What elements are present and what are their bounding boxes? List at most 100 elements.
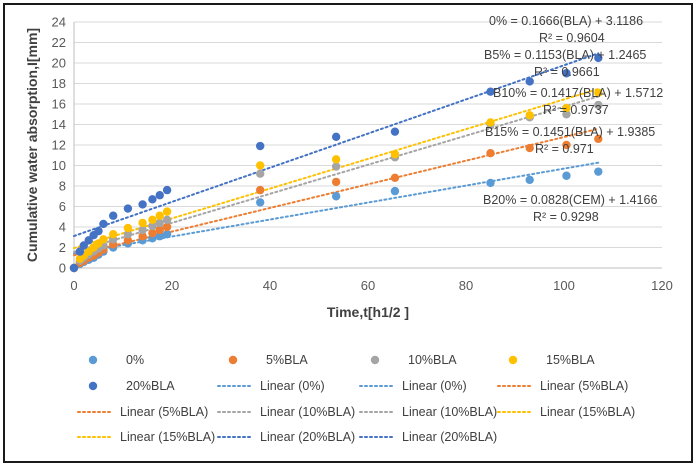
point-s2-15 (331, 177, 341, 187)
point-s5-18 (525, 77, 534, 86)
point-s4-9 (123, 223, 133, 233)
point-s2-9 (123, 236, 133, 245)
point-s1-15 (331, 192, 341, 201)
trend-equation-2: B5% = 0.1153(BLA) + 1.2465 (484, 48, 646, 62)
legend-label-5: 20%BLA (126, 379, 175, 393)
trend-r2-5: R² = 0.9604 (539, 31, 605, 45)
trend-r2-4: R² = 0.971 (535, 142, 594, 156)
point-s4-19 (562, 103, 571, 113)
legend-label-12: Linear (15%BLA) (540, 405, 635, 419)
point-s3-13 (162, 215, 172, 225)
legend-label-8: Linear (5%BLA) (540, 379, 628, 393)
point-s3-20 (594, 100, 603, 110)
point-s4-15 (331, 155, 341, 164)
point-s5-2 (75, 247, 85, 256)
y-tick-label-14: 14 (52, 117, 66, 132)
point-s1-20 (594, 167, 603, 176)
point-s2-20 (594, 134, 603, 144)
point-s5-16 (390, 127, 400, 136)
point-s4-13 (162, 207, 172, 216)
trend-equation-4: B15% = 0.1451(BLA) + 1.9385 (485, 125, 655, 139)
point-s5-12 (155, 191, 164, 200)
x-axis-title: Time,t[h1/2 ] (327, 304, 409, 320)
legend-marker-2 (228, 355, 238, 365)
y-tick-label-12: 12 (52, 138, 66, 153)
trendline-1 (73, 161, 600, 255)
point-s2-17 (486, 149, 495, 158)
y-tick-label-8: 8 (59, 179, 66, 194)
point-s3-14 (256, 169, 265, 178)
y-axis-title: Cumulative water absorption,I[mm] (24, 28, 40, 262)
legend-label-10: Linear (10%BLA) (260, 405, 355, 419)
x-tick-label-80: 80 (459, 278, 473, 293)
point-s5-8 (109, 211, 118, 220)
y-tick-label-10: 10 (52, 158, 66, 173)
point-s3-10 (138, 225, 147, 235)
data-points (69, 53, 603, 273)
y-tick-label-4: 4 (59, 220, 66, 235)
point-s2-19 (562, 140, 571, 150)
legend-label-3: 10%BLA (408, 353, 457, 367)
point-s5-13 (162, 185, 172, 195)
point-s4-12 (155, 211, 164, 220)
point-s1-14 (256, 198, 265, 207)
point-s5-1 (69, 263, 79, 273)
y-tick-label-18: 18 (52, 76, 66, 91)
point-s2-10 (138, 232, 147, 241)
point-s5-6 (94, 226, 103, 236)
point-s4-16 (390, 150, 400, 159)
y-tick-label-16: 16 (52, 97, 66, 112)
point-s4-17 (486, 118, 495, 127)
point-s2-11 (148, 228, 157, 238)
legend-label-9: Linear (5%BLA) (120, 405, 208, 419)
legend-label-1: 0% (126, 353, 144, 367)
x-tick-label-120: 120 (651, 278, 673, 293)
trendline-5 (73, 52, 600, 238)
legend-label-14: Linear (20%BLA) (260, 430, 355, 444)
point-s5-19 (562, 69, 571, 78)
y-tick-label-24: 24 (52, 15, 66, 30)
y-tick-label-6: 6 (59, 199, 66, 214)
legend-label-15: Linear (20%BLA) (402, 430, 497, 444)
legend-marker-3 (370, 355, 380, 365)
point-s4-7 (99, 235, 108, 244)
legend-marker-5 (88, 381, 98, 391)
axes (73, 22, 662, 269)
y-tick-label-22: 22 (52, 35, 66, 50)
trend-equation-5: 0% = 0.1666(BLA) + 3.1186 (489, 14, 643, 28)
point-s5-17 (486, 87, 495, 96)
x-tick-label-60: 60 (361, 278, 375, 293)
point-s4-11 (148, 215, 157, 225)
point-s3-15 (331, 162, 341, 171)
legend: 0% 5%BLA 10%BLA 15%BLA 20%BLA Linear (0%) Line… (77, 353, 635, 444)
legend-label-4: 15%BLA (546, 353, 595, 367)
point-s1-19 (562, 171, 571, 180)
legend-label-7: Linear (0%) (402, 379, 467, 393)
point-s5-20 (594, 53, 603, 63)
point-s5-15 (331, 132, 341, 141)
point-s1-16 (390, 186, 400, 196)
trend-equations: B20% = 0.0828(CEM) + 1.4166 R² = 0.9298 B5… (483, 14, 663, 224)
point-s4-20 (594, 88, 603, 97)
legend-marker-4 (508, 355, 518, 365)
trend-r2-3: R² = 0.9737 (543, 103, 609, 117)
trend-equation-3: B10% = 0.1417(BLA) + 1.5712 (493, 86, 663, 100)
trend-equation-1: B20% = 0.0828(CEM) + 1.4166 (483, 193, 657, 207)
point-s2-14 (256, 185, 265, 195)
point-s2-16 (390, 173, 400, 182)
point-s4-18 (525, 111, 534, 120)
point-s3-11 (148, 221, 157, 231)
legend-label-13: Linear (15%BLA) (120, 430, 215, 444)
point-s4-8 (109, 229, 118, 239)
trend-r2-1: R² = 0.9298 (533, 210, 599, 224)
x-tick-label-100: 100 (553, 278, 575, 293)
point-s1-18 (525, 175, 534, 185)
point-s1-13 (162, 229, 172, 239)
legend-marker-1 (88, 355, 98, 365)
legend-label-2: 5%BLA (266, 353, 308, 367)
y-tick-label-20: 20 (52, 56, 66, 71)
point-s2-12 (155, 225, 164, 235)
point-s2-13 (162, 222, 172, 232)
trend-r2-2: R² = 0.9661 (534, 65, 600, 79)
